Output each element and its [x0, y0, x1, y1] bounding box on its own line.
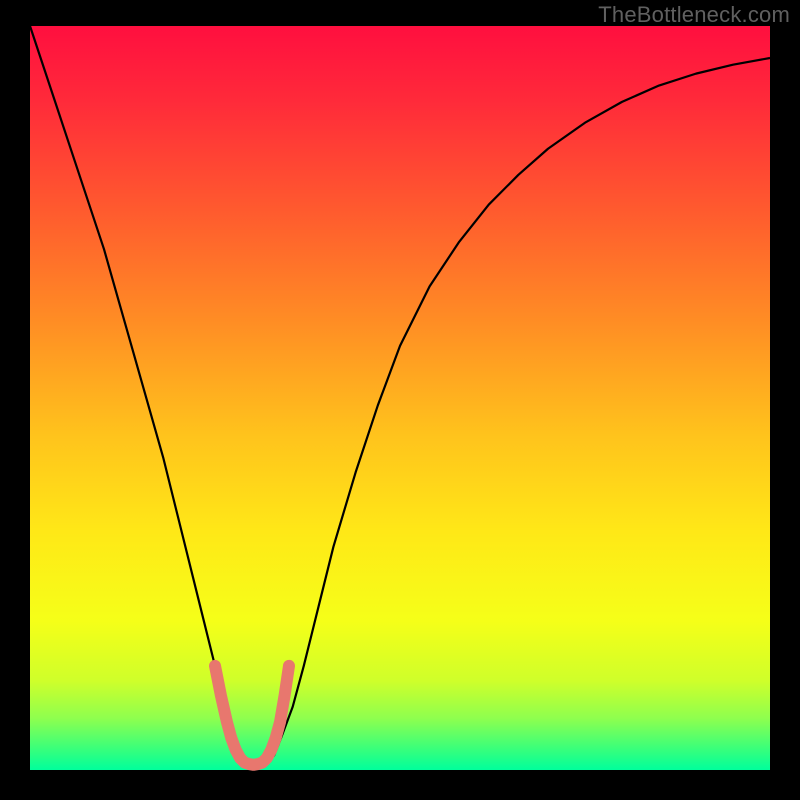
bottleneck-chart: [0, 0, 800, 800]
plot-area: [30, 26, 770, 770]
chart-container: TheBottleneck.com: [0, 0, 800, 800]
watermark-text: TheBottleneck.com: [598, 2, 790, 28]
